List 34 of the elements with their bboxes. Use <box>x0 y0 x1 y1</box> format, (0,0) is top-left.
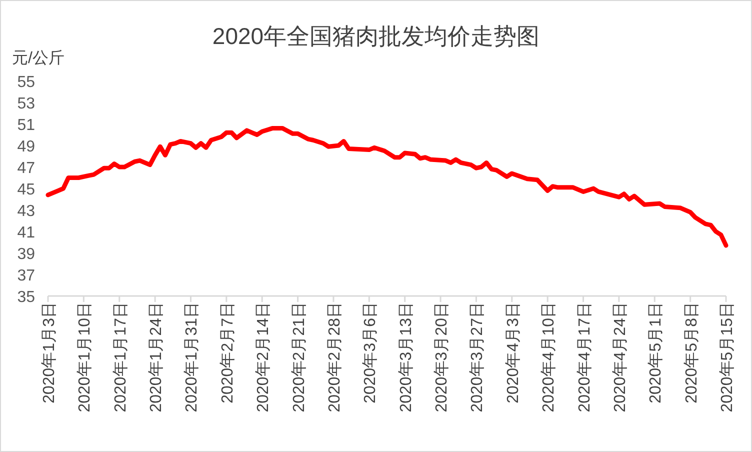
y-axis-title: 元/公斤 <box>12 49 64 67</box>
y-tick-label: 49 <box>17 138 36 156</box>
x-tick-label: 2020年3月27日 <box>469 302 486 412</box>
x-tick-label: 2020年5月15日 <box>719 302 736 412</box>
x-tick-label: 2020年3月20日 <box>434 302 451 412</box>
y-tick-label: 37 <box>17 268 36 284</box>
y-tick-label: 41 <box>17 224 36 242</box>
x-tick-label: 2020年4月17日 <box>576 302 594 412</box>
x-tick-label: 2020年3月6日 <box>362 302 380 404</box>
y-tick-label: 43 <box>17 203 36 220</box>
x-tick-label: 2020年2月21日 <box>290 302 308 412</box>
x-tick-label: 2020年2月7日 <box>219 302 236 404</box>
x-tick-label: 2020年1月10日 <box>76 302 94 412</box>
x-tick-label: 2020年2月14日 <box>255 302 272 412</box>
x-tick-label: 2020年1月24日 <box>148 302 166 412</box>
x-tick-label: 2020年2月28日 <box>326 302 344 412</box>
y-tick-label: 53 <box>17 96 36 112</box>
x-tick-label: 2020年1月31日 <box>184 302 201 412</box>
x-tick-label: 2020年5月8日 <box>683 302 700 404</box>
y-tick-label: 35 <box>17 289 36 306</box>
y-tick-label: 39 <box>17 246 36 263</box>
y-tick-label: 47 <box>17 160 36 177</box>
x-tick-label: 2020年3月13日 <box>398 302 415 412</box>
line-series <box>46 126 728 248</box>
x-tick-label: 2020年1月3日 <box>41 302 58 404</box>
x-tick-label: 2020年4月3日 <box>504 302 522 404</box>
y-tick-label: 55 <box>17 74 36 91</box>
x-tick-label: 2020年4月10日 <box>540 302 558 412</box>
y-tick-label: 51 <box>17 117 36 134</box>
y-tick-label: 45 <box>17 182 36 198</box>
x-tick-label: 2020年1月17日 <box>112 302 130 412</box>
x-tick-label: 2020年4月24日 <box>612 302 629 412</box>
x-tick-label: 2020年5月1日 <box>648 302 665 404</box>
chart-title: 2020年全国猪肉批发均价走势图 <box>212 23 540 49</box>
